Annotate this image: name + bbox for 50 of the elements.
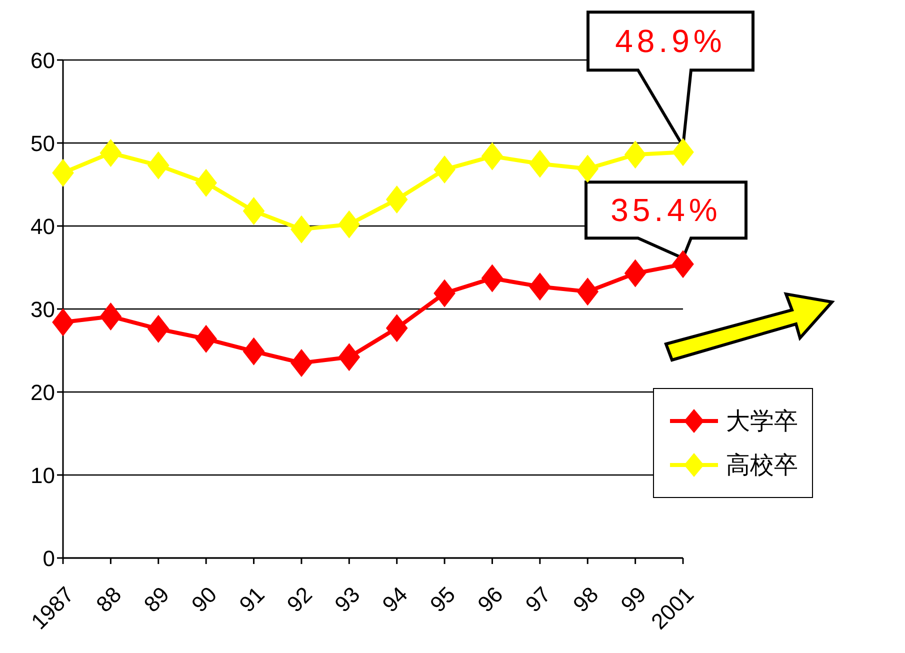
point <box>386 185 408 214</box>
point <box>434 279 456 308</box>
point <box>290 215 312 244</box>
point <box>624 259 646 288</box>
point <box>195 168 217 197</box>
y-tick-label: 0 <box>42 546 55 571</box>
x-tick-label: 94 <box>377 582 412 617</box>
y-tick-label: 40 <box>30 214 55 239</box>
x-tick-label: 89 <box>138 582 174 617</box>
y-tick-label: 10 <box>30 462 55 488</box>
y-tick-label: 30 <box>30 296 55 322</box>
x-tick-label: 92 <box>282 582 317 617</box>
x-tick-label: 97 <box>520 582 556 617</box>
point <box>529 150 551 178</box>
x-tick-label: 93 <box>330 582 365 617</box>
x-tick-label: 95 <box>425 582 460 617</box>
point <box>147 151 170 180</box>
point <box>242 337 265 366</box>
x-tick-label: 91 <box>234 582 270 617</box>
x-tick-label: 88 <box>91 582 126 617</box>
point <box>434 156 456 184</box>
point <box>481 264 504 292</box>
point <box>242 197 265 226</box>
legend-label: 大学卒 <box>726 407 798 437</box>
point <box>576 154 599 183</box>
legend-label: 高校卒 <box>726 451 798 481</box>
x-tick-label: 98 <box>568 582 604 617</box>
point <box>100 138 122 167</box>
annotation: 35.4% <box>610 192 722 228</box>
point <box>576 278 599 306</box>
y-tick-label: 60 <box>30 48 55 73</box>
point <box>672 250 694 278</box>
annotation: 48.9% <box>615 23 726 60</box>
point <box>624 140 646 169</box>
point <box>52 158 74 187</box>
x-tick-label: 99 <box>616 582 651 617</box>
y-tick-label: 50 <box>30 130 55 156</box>
point <box>529 272 551 301</box>
point <box>481 142 504 170</box>
point <box>147 314 170 343</box>
point <box>338 343 360 372</box>
point <box>195 324 217 353</box>
point <box>100 302 122 330</box>
x-tick-label: 96 <box>472 582 508 617</box>
x-tick-label: 90 <box>186 582 222 617</box>
point <box>672 138 694 166</box>
point <box>290 348 312 377</box>
point <box>338 210 360 238</box>
point <box>386 314 408 342</box>
y-tick-label: 20 <box>30 380 55 405</box>
